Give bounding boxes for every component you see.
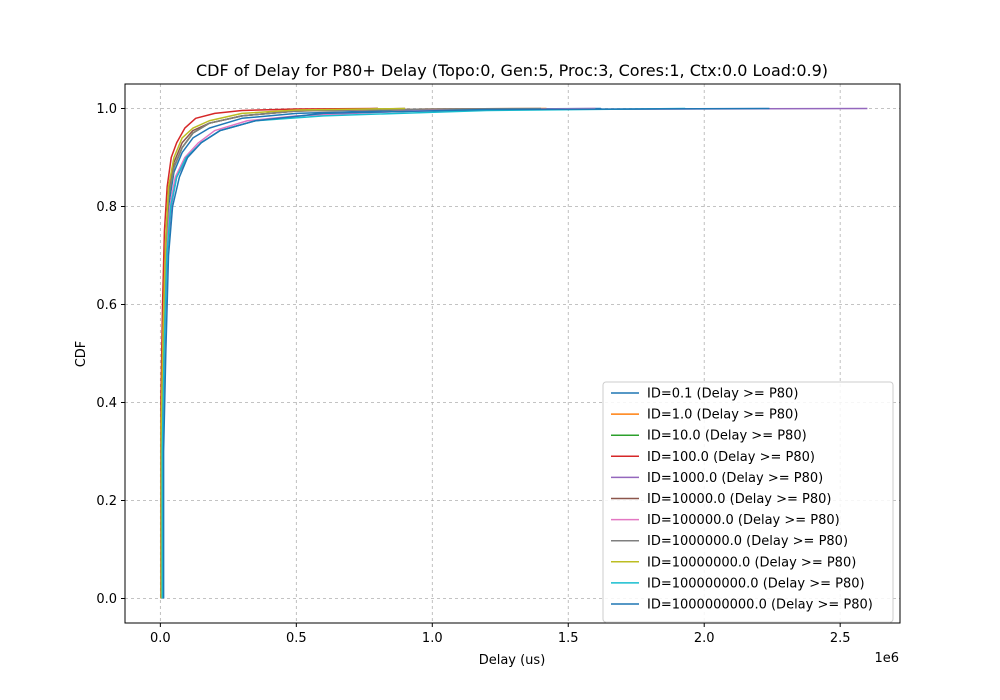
series-line-10 — [162, 107, 770, 599]
legend: ID=0.1 (Delay >= P80) ID=1.0 (Delay >= P8… — [602, 381, 894, 623]
x-tick-label: 0.5 — [286, 631, 307, 646]
y-tick-label: 0.6 — [96, 298, 117, 313]
legend-entry-1: ID=1.0 (Delay >= P80) — [647, 408, 798, 423]
x-axis-label: Delay (us) — [479, 653, 546, 668]
legend-box — [602, 381, 894, 623]
legend-entry-2: ID=10.0 (Delay >= P80) — [647, 429, 807, 444]
legend-entry-4: ID=1000.0 (Delay >= P80) — [647, 471, 823, 486]
legend-entry-8: ID=10000000.0 (Delay >= P80) — [647, 555, 856, 570]
y-tick-label: 0.8 — [96, 200, 117, 215]
y-axis: 0.0 0.2 0.4 0.6 0.8 1.0 — [96, 102, 125, 607]
series-line-3 — [160, 107, 378, 599]
y-tick-label: 1.0 — [96, 102, 117, 117]
legend-entry-0: ID=0.1 (Delay >= P80) — [647, 387, 798, 402]
series-line-9 — [161, 107, 686, 599]
plot-frame — [124, 83, 901, 624]
x-tick-label: 1.0 — [422, 631, 443, 646]
y-tick-label: 0.4 — [96, 396, 117, 411]
legend-entry-10: ID=1000000000.0 (Delay >= P80) — [647, 598, 873, 613]
y-axis-label: CDF — [74, 341, 89, 368]
x-axis-offset-label: 1e6 — [874, 651, 899, 666]
x-axis: 0.0 0.5 1.0 1.5 2.0 2.5 — [150, 623, 851, 646]
legend-entry-6: ID=100000.0 (Delay >= P80) — [647, 513, 840, 528]
x-tick-label: 0.0 — [150, 631, 171, 646]
x-tick-label: 1.5 — [558, 631, 579, 646]
legend-entry-9: ID=100000000.0 (Delay >= P80) — [647, 576, 865, 591]
legend-entry-7: ID=1000000.0 (Delay >= P80) — [647, 534, 848, 549]
legend-entry-3: ID=100.0 (Delay >= P80) — [647, 450, 815, 465]
series-layer — [160, 107, 868, 599]
series-line-8 — [160, 107, 406, 599]
x-tick-label: 2.0 — [694, 631, 715, 646]
x-tick-label: 2.5 — [830, 631, 851, 646]
y-tick-label: 0.0 — [96, 592, 117, 607]
y-tick-label: 0.2 — [96, 494, 117, 509]
chart-title: CDF of Delay for P80+ Delay (Topo:0, Gen… — [196, 61, 828, 80]
legend-entry-5: ID=10000.0 (Delay >= P80) — [647, 492, 831, 507]
